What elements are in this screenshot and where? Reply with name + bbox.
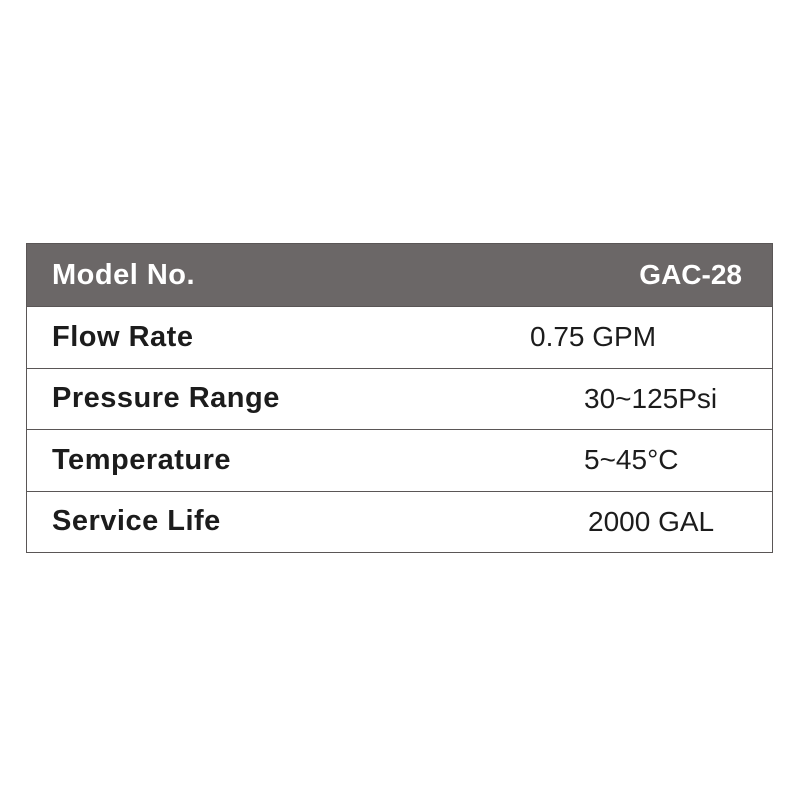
- table-row: Service Life 2000 GAL: [27, 490, 772, 553]
- table-row: Temperature 5~45°C: [27, 429, 772, 491]
- table-header-row: Model No. GAC-28: [27, 244, 772, 306]
- row-label: Flow Rate: [52, 320, 194, 353]
- table-row: Flow Rate 0.75 GPM: [27, 306, 772, 368]
- model-value: GAC-28: [639, 259, 742, 290]
- row-value: 0.75 GPM: [530, 321, 657, 353]
- row-label: Service Life: [52, 505, 221, 538]
- row-value: 2000 GAL: [588, 505, 715, 537]
- row-label: Pressure Range: [52, 382, 280, 415]
- row-label: Temperature: [52, 443, 232, 476]
- spec-table: Model No. GAC-28 Flow Rate 0.75 GPM Pres…: [26, 243, 773, 553]
- row-value: 30~125Psi: [584, 382, 718, 414]
- row-value: 5~45°C: [584, 444, 679, 476]
- model-label: Model No.: [52, 258, 196, 291]
- table-row: Pressure Range 30~125Psi: [27, 367, 772, 430]
